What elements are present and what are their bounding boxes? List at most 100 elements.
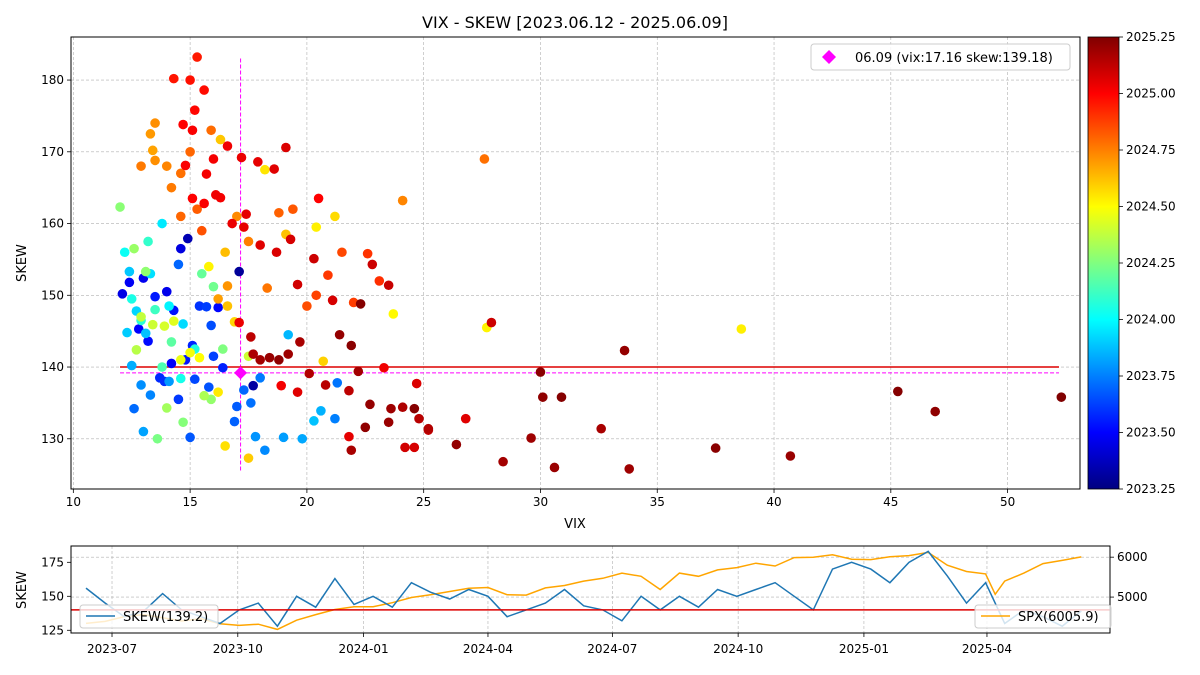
sub-x-tick-label: 2023-07 (87, 642, 137, 656)
scatter-point (246, 332, 256, 342)
scatter-point (253, 157, 263, 167)
sub-y-tick-label: 150 (41, 589, 64, 603)
scatter-point (175, 373, 186, 384)
scatter-point (316, 405, 326, 416)
scatter-point (346, 340, 357, 351)
sub-x-tick-label: 2025-01 (839, 642, 889, 656)
scatter-point (208, 281, 219, 292)
scatter-point (367, 259, 378, 270)
scatter-point (129, 403, 139, 414)
scatter-point (246, 398, 256, 408)
colorbar-tick-label: 2025.00 (1126, 87, 1176, 101)
scatter-point (302, 301, 312, 311)
scatter-point (388, 309, 399, 319)
colorbar-tick-label: 2023.75 (1126, 369, 1176, 383)
sub-x-tick-label: 2024-01 (338, 642, 388, 656)
sub-y-axis-label: SKEW (15, 571, 30, 609)
scatter-point (285, 234, 296, 245)
x-tick-label: 15 (182, 495, 197, 509)
scatter-point (143, 236, 153, 247)
scatter-point (140, 328, 151, 339)
scatter-point (243, 236, 254, 247)
scatter-point (526, 433, 536, 443)
scatter-point (292, 387, 303, 397)
scatter-point (451, 439, 462, 450)
scatter-point (222, 141, 233, 151)
scatter-point (409, 442, 420, 453)
scatter-point (400, 442, 410, 453)
legend-diamond-icon (822, 50, 836, 64)
scatter-point (243, 453, 254, 463)
y-axis-label: SKEW (15, 244, 30, 282)
scatter-point (185, 347, 195, 358)
scatter-point (264, 352, 275, 363)
scatter-point (414, 413, 424, 424)
scatter-point (234, 266, 244, 277)
scatter-point (122, 327, 132, 338)
scatter-point (411, 378, 422, 389)
scatter-point (785, 451, 796, 461)
scatter-point (232, 401, 242, 412)
colorbar-ticks: 2023.25 2023.50 2023.75 2024.00 2024.25 2024.… (1119, 30, 1176, 496)
scatter-point (1056, 392, 1067, 402)
sub-y-tick-label: 125 (41, 623, 64, 637)
scatter-point (365, 399, 375, 410)
scatter-point (192, 204, 202, 214)
scatter-point (255, 355, 265, 365)
scatter-point (189, 374, 200, 385)
sub-grid (71, 546, 1110, 633)
x-tick-label: 35 (650, 495, 665, 509)
colorbar-tick-label: 2024.25 (1126, 256, 1176, 270)
scatter-point (344, 385, 354, 396)
scatter-point (192, 52, 202, 62)
scatter-point (157, 218, 167, 229)
scatter-point (255, 240, 265, 250)
scatter-point (124, 266, 135, 277)
scatter-point (150, 291, 160, 302)
scatter-point (220, 247, 230, 258)
scatter-point (161, 286, 172, 297)
scatter-point (353, 366, 364, 377)
scatter-point (304, 368, 315, 379)
scatter-point (166, 337, 177, 347)
scatter-point (274, 355, 284, 365)
scatter-point (213, 387, 223, 397)
scatter-point (208, 154, 219, 164)
scatter-point (893, 386, 903, 397)
scatter-point (386, 403, 396, 414)
scatter-point (159, 321, 170, 331)
scatter-point (498, 456, 508, 467)
scatter-point (486, 317, 497, 328)
scatter-point (362, 248, 373, 259)
scatter-point (309, 253, 319, 264)
scatter-point (178, 319, 188, 329)
scatter-point (596, 423, 606, 434)
scatter-point (189, 105, 200, 115)
y-tick-label: 160 (41, 217, 64, 231)
scatter-point (185, 75, 195, 85)
scatter-point (288, 204, 298, 214)
x-tick-label: 30 (533, 495, 548, 509)
legend-label-spx: SPX(6005.9) (1018, 610, 1099, 625)
scatter-point (199, 390, 209, 401)
scatter-point (236, 152, 247, 163)
scatter-point (161, 161, 172, 171)
scatter-point (145, 390, 156, 400)
scatter-point (479, 154, 490, 164)
colorbar-tick-label: 2023.50 (1126, 426, 1176, 440)
scatter-point (239, 385, 249, 395)
scatter-point (374, 276, 385, 286)
scatter-point (152, 433, 163, 444)
scatter-point (292, 279, 303, 290)
scatter-point (173, 394, 184, 405)
scatter-point (178, 119, 188, 130)
x-tick-label: 50 (1000, 495, 1015, 509)
scatter-point (164, 376, 174, 387)
scatter-point (332, 378, 343, 388)
scatter-point (283, 329, 294, 340)
colorbar-tick-label: 2024.75 (1126, 143, 1176, 157)
scatter-point (194, 301, 205, 311)
legend: 06.09 (vix:17.16 skew:139.18) (810, 43, 1071, 71)
scatter-point (166, 182, 177, 193)
scatter-point (138, 426, 149, 437)
